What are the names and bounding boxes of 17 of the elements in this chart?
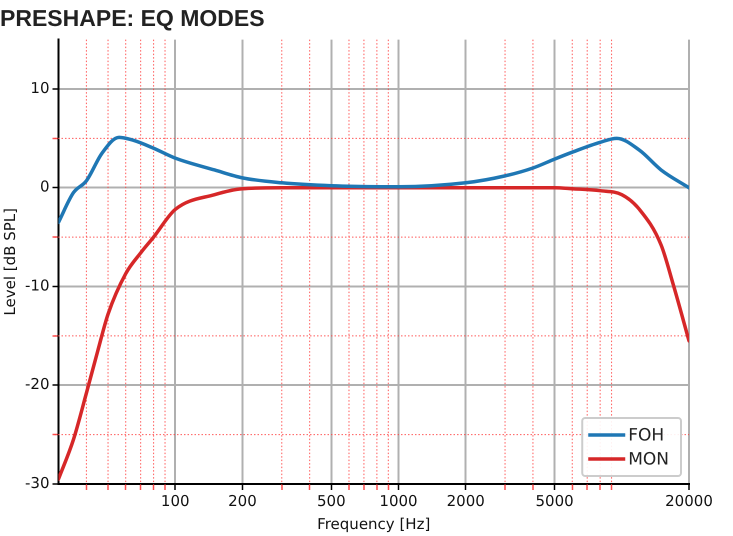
- x-tick-label: 20000: [665, 492, 713, 510]
- legend-label: MON: [628, 449, 669, 470]
- x-tick-label: 500: [316, 492, 346, 510]
- legend-label: FOH: [628, 425, 664, 446]
- y-tick-label: -20: [25, 375, 50, 394]
- y-tick-label: 0: [40, 178, 50, 196]
- x-tick-label: 100: [160, 492, 190, 510]
- y-tick-label: -10: [25, 276, 50, 294]
- x-tick-label: 2000: [446, 492, 485, 510]
- x-tick-label: 5000: [535, 492, 574, 510]
- y-axis-title: Level [dB SPL]: [0, 208, 19, 316]
- x-axis-title: Frequency [Hz]: [317, 514, 430, 533]
- chart-title: PRESHAPE: EQ MODES: [0, 5, 265, 32]
- y-tick-label: -30: [25, 474, 50, 492]
- y-tick-label: 10: [30, 78, 50, 97]
- x-tick-label: 200: [228, 492, 257, 510]
- x-tick-label: 1000: [379, 492, 418, 510]
